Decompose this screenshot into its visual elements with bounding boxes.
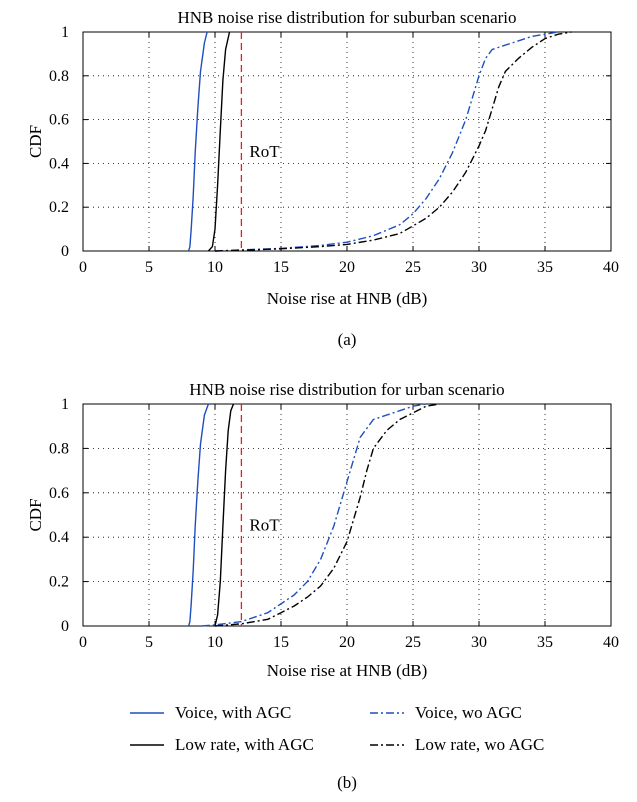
legend-label: Low rate, with AGC <box>175 735 314 754</box>
x-tick-label: 25 <box>405 634 421 651</box>
y-axis-label: CDF <box>26 125 45 158</box>
y-tick-label: 0.8 <box>49 440 69 457</box>
x-tick-label: 20 <box>339 259 355 276</box>
rot-annotation: RoT <box>249 516 280 535</box>
x-tick-label: 30 <box>471 634 487 651</box>
x-tick-label: 40 <box>603 634 619 651</box>
x-tick-label: 35 <box>537 634 553 651</box>
x-tick-label: 30 <box>471 259 487 276</box>
y-tick-label: 0.2 <box>49 574 69 591</box>
y-tick-label: 1 <box>61 396 69 413</box>
series-line-3 <box>214 31 559 252</box>
series-line-1 <box>187 403 210 627</box>
series-line-4 <box>214 403 440 627</box>
series-line-4 <box>214 31 572 252</box>
x-tick-label: 15 <box>273 259 289 276</box>
y-tick-label: 0 <box>61 243 69 260</box>
x-tick-label: 5 <box>145 259 153 276</box>
y-tick-label: 0.8 <box>49 68 69 85</box>
y-tick-label: 0.6 <box>49 485 69 502</box>
x-tick-label: 20 <box>339 634 355 651</box>
legend-label: Voice, with AGC <box>175 703 291 722</box>
chart-panel-b: 0 5 10 15 20 25 30 35 40 0 0.2 0.4 0.6 0.8 1 RoT HNB noi… <box>26 380 619 792</box>
x-tick-label: 10 <box>207 259 223 276</box>
y-tick-label: 0.4 <box>49 529 69 546</box>
legend-label: Low rate, wo AGC <box>415 735 544 754</box>
y-tick-label: 0.6 <box>49 112 69 129</box>
legend: Voice, with AGC Voice, wo AGC Low rate, wi… <box>130 703 544 754</box>
chart-title: HNB noise rise distribution for urban sc… <box>189 380 504 399</box>
y-tick-label: 0 <box>61 618 69 635</box>
series-line-1 <box>187 31 208 252</box>
series-line-2 <box>207 31 231 252</box>
y-tick-label: 1 <box>61 24 69 41</box>
y-axis-label: CDF <box>26 498 45 531</box>
chart-title: HNB noise rise distribution for suburban… <box>178 8 517 27</box>
legend-label: Voice, wo AGC <box>415 703 522 722</box>
x-tick-label: 25 <box>405 259 421 276</box>
chart-panel-a: 0 5 10 15 20 25 30 35 40 0 0.2 0.4 0.6 0.8 1 RoT HNB noi… <box>26 8 619 349</box>
panel-caption: (a) <box>338 330 357 349</box>
x-tick-label: 35 <box>537 259 553 276</box>
series-line-2 <box>214 403 235 627</box>
x-tick-label: 15 <box>273 634 289 651</box>
rot-annotation: RoT <box>249 142 280 161</box>
x-tick-label: 0 <box>79 634 87 651</box>
y-tick-label: 0.2 <box>49 199 69 216</box>
x-axis-label: Noise rise at HNB (dB) <box>267 289 428 308</box>
panel-caption: (b) <box>337 773 357 792</box>
plot-frame <box>82 31 612 252</box>
x-tick-label: 5 <box>145 634 153 651</box>
x-tick-label: 0 <box>79 259 87 276</box>
x-tick-label: 40 <box>603 259 619 276</box>
x-tick-label: 10 <box>207 634 223 651</box>
y-tick-label: 0.4 <box>49 155 69 172</box>
series-line-3 <box>201 403 427 627</box>
x-axis-label: Noise rise at HNB (dB) <box>267 661 428 680</box>
